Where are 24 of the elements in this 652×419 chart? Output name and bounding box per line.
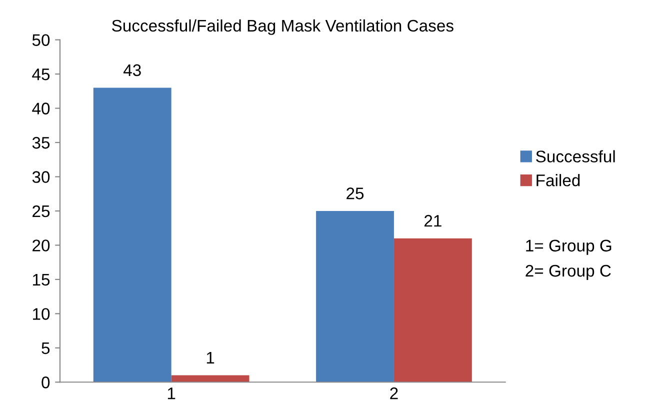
y-tick-label: 45	[32, 68, 50, 80]
y-tick-label: 25	[32, 205, 50, 218]
y-tick-label: 0	[42, 376, 50, 388]
y-tick-label: 40	[32, 102, 50, 114]
data-label: 21	[424, 214, 442, 227]
bar	[316, 210, 394, 382]
data-label: 43	[123, 64, 141, 76]
x-tick-label: 2	[390, 387, 398, 400]
legend-label: Failed	[536, 174, 580, 186]
y-tick-label: 50	[32, 34, 50, 46]
legend-label: Successful	[536, 150, 615, 162]
y-tick-label: 15	[32, 274, 50, 286]
text: 1= Group G	[526, 240, 612, 255]
y-tick-label: 35	[32, 136, 50, 149]
y-tick-label: 30	[32, 171, 50, 183]
data-label: 25	[346, 188, 364, 200]
text: 2= Group C	[526, 264, 611, 280]
y-tick-label: 10	[32, 308, 50, 320]
y-tick-label: 5	[42, 342, 50, 354]
y-tick-label: 20	[32, 240, 50, 252]
bar	[93, 88, 172, 382]
bar	[394, 238, 472, 382]
data-label: 1	[206, 352, 214, 364]
chart-title: Successful/Failed Bag Mask Ventilation Cases	[112, 19, 454, 35]
